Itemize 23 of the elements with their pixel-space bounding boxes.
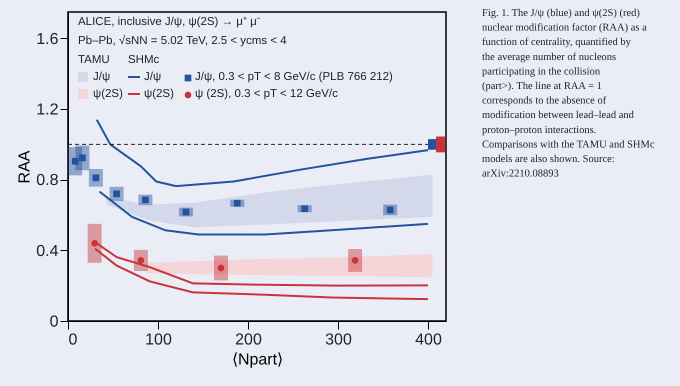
- legend-label: J/ψ, 0.3 < pT < 8 GeV/c (PLB 766 212): [195, 71, 394, 83]
- x-tick-label: 100: [145, 332, 172, 348]
- x-tick-label: 0: [68, 332, 78, 348]
- legend-label: ψ(2S): [144, 88, 174, 100]
- y-tick-label: 1.2: [36, 102, 59, 119]
- text: Fig. 1. The J/ψ (blue) and ψ(2S) (red) nuclear modification factor (RAA) as a function of centrality, quantified by the average number of nucleons participating in the collision (part>). The line at RAA = 1 corresponds to the absence of modification between lead–lead and proton–proton interactions. Comparisons with the TAMU and SHMc models are also shown. Source: arXiv:2210.08893: [482, 8, 655, 180]
- legend-label: J/ψ: [93, 71, 110, 83]
- annotation: Pb–Pb, √sNN = 5.02 TeV, 2.5 < ycms < 4: [78, 34, 288, 47]
- y-axis-title: RAA: [16, 150, 34, 184]
- annotation: TAMU: [78, 54, 110, 66]
- legend-label: ψ (2S), 0.3 < pT < 12 GeV/c: [195, 88, 338, 100]
- x-tick-label: 400: [415, 332, 442, 348]
- x-tick-label: 200: [235, 332, 262, 348]
- annotation: ALICE, inclusive J/ψ, ψ(2S) → μ⁺ μ⁻: [78, 16, 261, 28]
- y-tick-label: 0.8: [36, 172, 59, 190]
- y-tick-label: 1.6: [36, 30, 59, 48]
- y-tick-label: 0.4: [36, 242, 59, 260]
- legend-label: J/ψ: [144, 71, 162, 83]
- x-tick-label: 300: [325, 332, 352, 348]
- x-axis-title: ⟨Npart⟩: [232, 352, 284, 368]
- legend-label: ψ(2S): [93, 88, 124, 100]
- y-tick-label: 0: [50, 314, 59, 330]
- annotation: SHMc: [128, 54, 160, 66]
